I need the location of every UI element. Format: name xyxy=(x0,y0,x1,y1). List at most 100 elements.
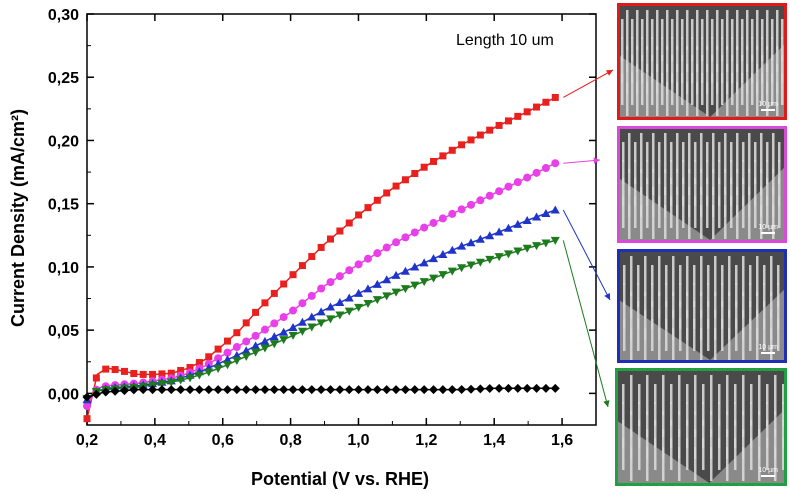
data-point xyxy=(270,319,279,328)
data-point xyxy=(513,219,523,228)
y-tick-label: 0,20 xyxy=(48,133,79,150)
data-point xyxy=(260,385,270,395)
data-point xyxy=(429,274,439,283)
data-point xyxy=(476,196,485,205)
sem-micrograph xyxy=(620,129,784,240)
sem-micrograph xyxy=(620,6,784,117)
data-point xyxy=(120,367,128,375)
data-point xyxy=(522,216,532,225)
data-point xyxy=(260,325,269,334)
data-point xyxy=(101,387,111,397)
data-point xyxy=(298,262,306,270)
data-point xyxy=(354,303,364,312)
data-point xyxy=(485,383,495,393)
callout-arrow xyxy=(562,209,611,301)
data-point xyxy=(532,212,542,221)
data-point xyxy=(242,319,250,327)
data-point xyxy=(307,323,317,332)
data-point xyxy=(157,385,167,395)
data-point xyxy=(288,331,298,340)
data-point xyxy=(241,346,251,355)
data-point xyxy=(110,386,120,396)
data-point xyxy=(532,168,541,177)
scale-bar-label: 10 µm xyxy=(758,101,778,108)
data-point xyxy=(447,267,457,276)
data-point xyxy=(523,173,532,182)
data-point xyxy=(251,341,261,350)
data-point xyxy=(503,383,513,393)
data-point xyxy=(326,278,335,287)
data-point xyxy=(185,374,195,383)
series-line xyxy=(86,96,556,419)
data-point xyxy=(354,288,364,297)
data-point xyxy=(344,293,354,302)
data-point xyxy=(401,176,409,184)
data-point xyxy=(232,350,242,359)
scale-bar-label: 10 µm xyxy=(758,467,778,474)
data-point xyxy=(297,327,307,336)
data-point xyxy=(410,262,420,271)
scale-bar-label: 10 µm xyxy=(758,344,778,351)
data-point xyxy=(279,336,289,345)
data-point xyxy=(457,385,467,395)
data-point xyxy=(326,302,336,311)
y-tick-label: 0,15 xyxy=(48,197,79,214)
data-point xyxy=(241,385,251,395)
data-point xyxy=(550,205,560,214)
data-point xyxy=(345,266,354,275)
data-point xyxy=(372,385,382,395)
data-point xyxy=(495,121,503,129)
data-point xyxy=(457,264,467,273)
data-point xyxy=(430,157,438,165)
data-point xyxy=(494,253,504,262)
sem-micrograph xyxy=(618,371,784,483)
data-point xyxy=(297,317,307,326)
data-point xyxy=(316,385,326,395)
data-point xyxy=(317,243,325,251)
y-tick-label: 0,25 xyxy=(48,70,79,87)
data-point xyxy=(205,353,213,361)
sem-micrograph xyxy=(620,252,784,360)
callout-arrow xyxy=(563,69,614,98)
data-point xyxy=(138,385,148,395)
data-point xyxy=(214,345,222,353)
data-point xyxy=(148,385,158,395)
data-point xyxy=(195,359,203,367)
x-tick-label: 1,6 xyxy=(551,432,573,449)
data-point xyxy=(307,385,317,395)
data-point xyxy=(448,209,457,218)
data-point xyxy=(288,323,298,332)
data-point xyxy=(466,384,476,394)
data-point xyxy=(513,178,522,187)
data-point xyxy=(194,371,204,380)
data-point xyxy=(447,245,457,254)
data-point xyxy=(513,383,523,393)
data-point xyxy=(458,141,466,149)
data-point xyxy=(485,231,495,240)
x-tick-label: 1,4 xyxy=(483,432,505,449)
data-point xyxy=(363,284,373,293)
data-point xyxy=(392,238,401,247)
data-point xyxy=(335,311,345,320)
data-point xyxy=(439,152,447,160)
data-point xyxy=(232,385,242,395)
data-point xyxy=(307,312,317,321)
data-point xyxy=(139,370,147,378)
data-point xyxy=(383,189,391,197)
arrow-head xyxy=(604,293,610,300)
data-point xyxy=(269,332,279,341)
data-point xyxy=(354,260,363,269)
data-point xyxy=(222,385,232,395)
data-point xyxy=(335,272,344,281)
data-point xyxy=(222,361,232,370)
data-point xyxy=(400,385,410,395)
data-point xyxy=(204,368,214,377)
data-point xyxy=(373,249,382,258)
data-point xyxy=(476,131,484,139)
series-4 xyxy=(82,236,560,403)
data-point xyxy=(495,187,504,196)
data-point xyxy=(466,238,476,247)
data-point xyxy=(382,275,392,284)
data-point xyxy=(269,385,279,395)
